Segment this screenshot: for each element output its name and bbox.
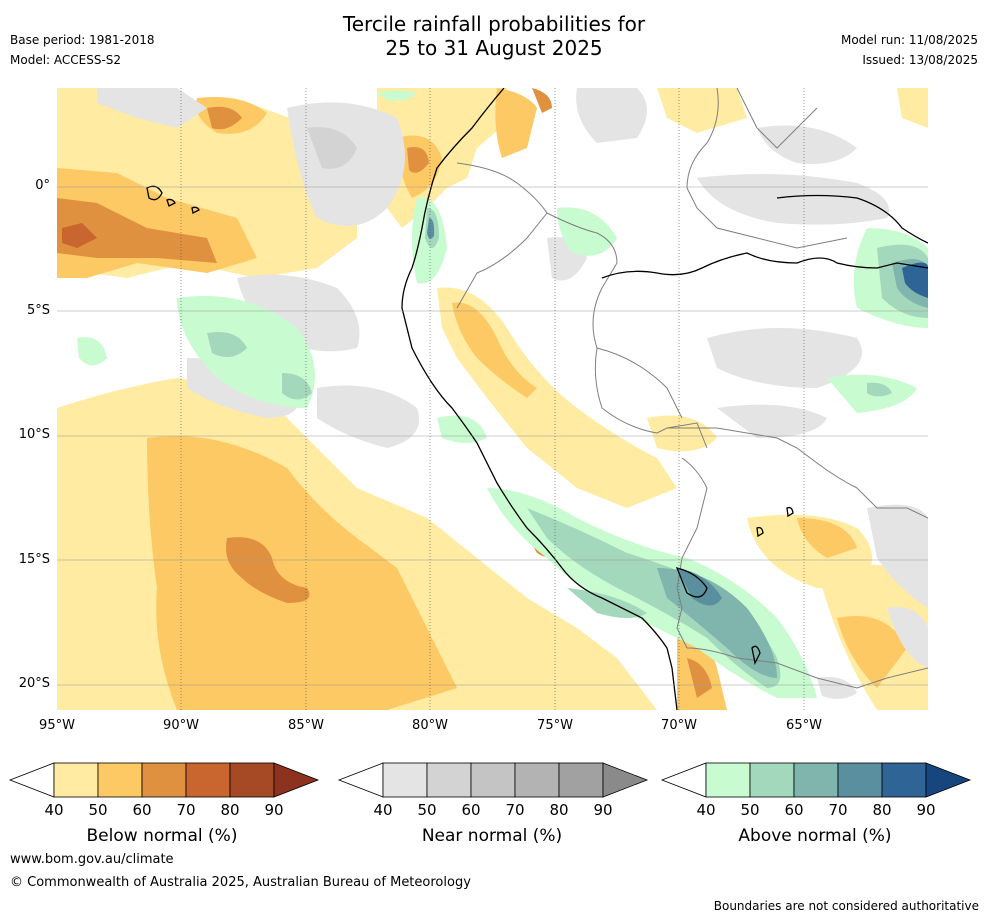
lon-label-65w: 65°W [786,718,822,733]
lat-label-20s: 20°S [18,676,50,691]
source-url: www.bom.gov.au/climate [10,852,174,867]
lon-label-95w: 95°W [39,718,75,733]
meta-right: Model run: 11/08/2025 Issued: 13/08/2025 [841,30,978,70]
near-tick-90: 90 [593,801,613,819]
near-normal-label: Near normal (%) [421,826,563,846]
above-normal-shading [77,90,928,698]
below-normal-label: Below normal (%) [86,826,238,846]
lat-label-5s: 5°S [26,303,50,318]
lat-label-0: 0° [35,178,50,193]
lat-label-15s: 15°S [18,552,50,567]
above-tick-60: 60 [784,801,804,819]
colorbar-below-normal [8,762,320,798]
near-tick-60: 60 [461,801,481,819]
map-title: Tercile rainfall probabilities for 25 to… [0,12,988,60]
model-name: Model: ACCESS-S2 [10,53,122,67]
lon-label-90w: 90°W [163,718,199,733]
rainfall-probability-map [57,88,928,710]
title-line-1: Tercile rainfall probabilities for [342,12,646,36]
meta-left: Base period: 1981-2018 Model: ACCESS-S2 [10,30,155,70]
lon-label-80w: 80°W [412,718,448,733]
lon-label-75w: 75°W [537,718,573,733]
colorbars [8,762,972,798]
copyright: © Commonwealth of Australia 2025, Austra… [10,875,471,890]
near-cb-segment-0 [337,762,384,798]
above-cb-segment-2 [749,762,795,798]
near-cb-segment-5 [558,762,604,798]
above-normal-label: Above normal (%) [738,826,892,846]
above-cb-segment-4 [837,762,883,798]
below-tick-90: 90 [264,801,284,819]
below-normal-shading [57,88,928,710]
near-tick-40: 40 [373,801,393,819]
below-cb-segment-5 [229,762,275,798]
colorbar-near-normal [337,762,649,798]
near-tick-80: 80 [549,801,569,819]
country-boundaries [456,88,928,689]
base-period: Base period: 1981-2018 [10,33,155,47]
title-line-2: 25 to 31 August 2025 [385,36,603,60]
coastline [146,88,928,710]
below-tick-70: 70 [176,801,196,819]
near-tick-70: 70 [505,801,525,819]
above-cb-segment-6 [925,762,972,798]
colorbar-above-normal [660,762,972,798]
near-cb-segment-4 [514,762,560,798]
above-cb-segment-0 [660,762,707,798]
below-cb-segment-1 [53,762,99,798]
map-canvas [57,88,928,710]
below-cb-segment-6 [273,762,320,798]
below-cb-segment-2 [97,762,143,798]
above-tick-70: 70 [828,801,848,819]
below-tick-50: 50 [88,801,108,819]
lon-label-85w: 85°W [288,718,324,733]
near-cb-segment-2 [426,762,472,798]
below-cb-segment-3 [141,762,187,798]
above-tick-90: 90 [916,801,936,819]
above-tick-40: 40 [696,801,716,819]
lat-label-10s: 10°S [18,427,50,442]
above-cb-segment-1 [705,762,751,798]
near-cb-segment-6 [602,762,649,798]
below-cb-segment-4 [185,762,231,798]
below-tick-80: 80 [220,801,240,819]
above-cb-segment-5 [881,762,927,798]
boundary-disclaimer: Boundaries are not considered authoritat… [713,899,979,913]
below-tick-60: 60 [132,801,152,819]
above-tick-50: 50 [740,801,760,819]
near-tick-50: 50 [417,801,437,819]
issued-date: Issued: 13/08/2025 [862,53,978,67]
below-cb-segment-0 [8,762,55,798]
above-tick-80: 80 [872,801,892,819]
graticule [57,88,928,710]
near-cb-segment-1 [382,762,428,798]
model-run-date: Model run: 11/08/2025 [840,33,978,47]
near-cb-segment-3 [470,762,516,798]
below-tick-40: 40 [44,801,64,819]
above-cb-segment-3 [793,762,839,798]
lon-label-70w: 70°W [661,718,697,733]
